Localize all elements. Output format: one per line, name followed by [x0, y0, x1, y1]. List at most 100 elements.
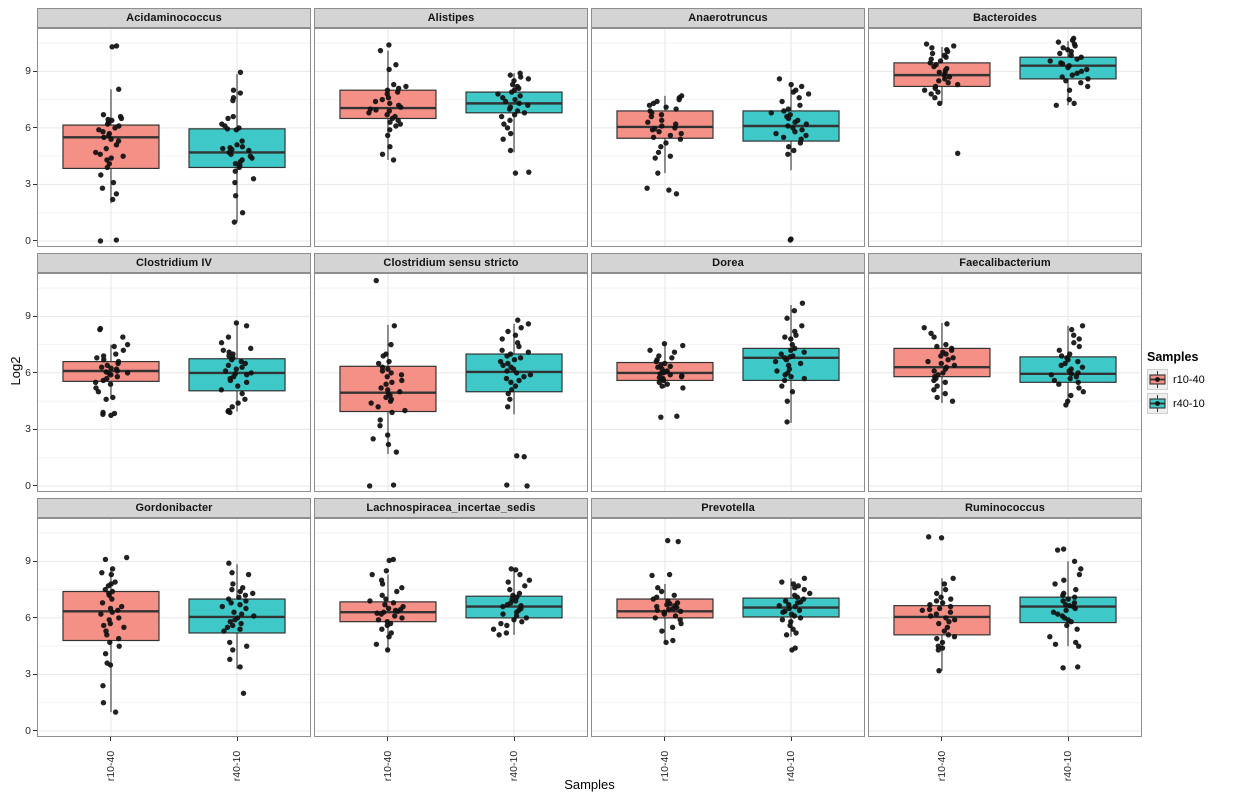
- data-point: [927, 613, 934, 619]
- data-point: [669, 355, 675, 361]
- data-point: [798, 83, 805, 90]
- data-point: [93, 149, 99, 156]
- data-point: [793, 332, 799, 338]
- data-point: [116, 643, 122, 649]
- data-point: [110, 394, 116, 401]
- data-point: [1055, 39, 1062, 45]
- data-point: [504, 368, 510, 374]
- data-point: [522, 583, 528, 589]
- data-point: [779, 579, 785, 585]
- data-point: [120, 153, 126, 159]
- data-point: [954, 150, 961, 157]
- data-point: [398, 104, 404, 110]
- data-point: [227, 639, 233, 646]
- y-axis-title: Log2: [7, 356, 23, 386]
- y-tick-label: 9: [25, 310, 31, 323]
- y-tick-label: 0: [25, 724, 31, 737]
- x-tick-mark: [1067, 737, 1069, 741]
- legend-entry-label: r40-10: [1173, 397, 1205, 410]
- facet-title: Lachnospiracea_incertae_sedis: [366, 502, 536, 514]
- data-point: [507, 117, 513, 124]
- data-point: [512, 383, 519, 389]
- facet-strip: Clostridium IV: [37, 253, 311, 273]
- data-point: [1063, 607, 1069, 614]
- data-point: [1075, 643, 1082, 649]
- data-point: [249, 155, 255, 161]
- data-point: [521, 110, 528, 116]
- data-point: [659, 383, 665, 389]
- data-point: [238, 611, 245, 617]
- data-point: [386, 557, 392, 564]
- data-point: [676, 96, 682, 103]
- data-point: [1061, 577, 1067, 583]
- data-point: [392, 613, 398, 619]
- data-point: [785, 144, 792, 150]
- data-point: [789, 647, 795, 653]
- data-point: [96, 127, 102, 133]
- data-point: [232, 160, 239, 167]
- data-point: [664, 381, 670, 387]
- data-point: [649, 572, 655, 579]
- facet-strip: Alistipes: [314, 8, 588, 28]
- data-point: [380, 353, 386, 359]
- data-point: [948, 596, 954, 602]
- data-point: [784, 315, 790, 321]
- data-point: [218, 387, 225, 393]
- data-point: [1053, 102, 1060, 108]
- data-point: [239, 209, 246, 216]
- data-point: [1071, 340, 1077, 346]
- data-point: [107, 381, 114, 387]
- data-point: [114, 368, 120, 374]
- data-point: [384, 373, 390, 380]
- data-point: [1052, 641, 1059, 647]
- data-point: [1059, 74, 1065, 80]
- facet-title: Prevotella: [701, 502, 755, 514]
- data-point: [656, 379, 663, 386]
- data-point: [781, 377, 788, 384]
- data-point: [224, 126, 231, 132]
- panel-border: [591, 28, 865, 247]
- data-point: [677, 136, 684, 142]
- x-tick-mark: [664, 737, 666, 741]
- data-point: [929, 50, 936, 57]
- data-point: [954, 81, 961, 88]
- data-point: [382, 601, 388, 608]
- data-point: [768, 110, 774, 116]
- data-point: [1084, 83, 1091, 90]
- data-point: [511, 356, 518, 363]
- data-point: [931, 334, 937, 340]
- data-point: [519, 618, 525, 625]
- data-point: [792, 585, 798, 591]
- data-point: [933, 611, 940, 617]
- data-point: [369, 571, 375, 578]
- data-point: [780, 134, 787, 141]
- data-point: [235, 383, 241, 389]
- data-point: [1058, 353, 1065, 359]
- data-point: [231, 219, 238, 225]
- x-tick-mark: [236, 737, 238, 741]
- data-point: [115, 607, 121, 614]
- data-point: [939, 600, 946, 606]
- data-point: [108, 571, 115, 578]
- data-point: [941, 628, 948, 634]
- data-point: [99, 569, 105, 576]
- data-point: [935, 647, 942, 653]
- data-point: [230, 581, 236, 587]
- data-point: [377, 422, 383, 429]
- data-point: [512, 170, 519, 176]
- jitter-points-r40-10: [218, 320, 254, 416]
- data-point: [950, 355, 956, 361]
- data-point: [783, 632, 790, 638]
- data-point: [95, 389, 102, 395]
- data-point: [111, 343, 117, 350]
- data-point: [238, 620, 244, 627]
- data-point: [517, 355, 524, 361]
- data-point: [1072, 639, 1079, 646]
- data-point: [1075, 358, 1081, 365]
- data-point: [513, 609, 520, 615]
- data-point: [1067, 375, 1073, 382]
- data-point: [238, 358, 244, 365]
- data-point: [933, 590, 940, 597]
- data-point: [379, 364, 386, 370]
- data-point: [1047, 634, 1053, 640]
